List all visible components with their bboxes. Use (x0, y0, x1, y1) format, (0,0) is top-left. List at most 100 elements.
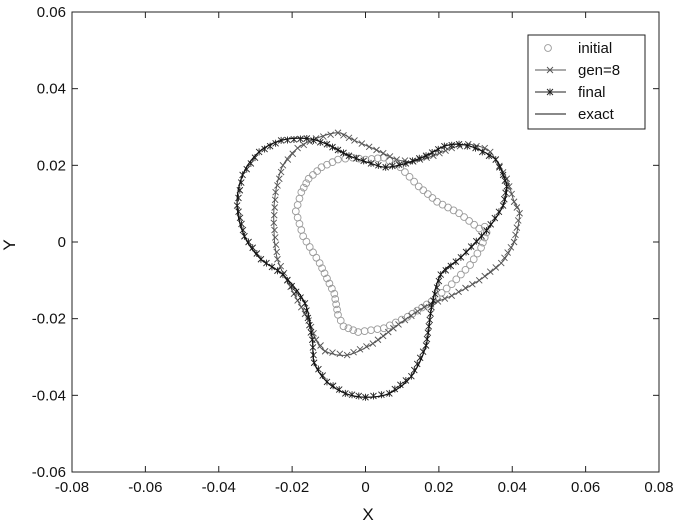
legend-entry: gen=8 (535, 62, 620, 79)
data-point (284, 136, 291, 144)
data-point (355, 392, 363, 400)
data-point (295, 219, 304, 228)
data-point (253, 250, 261, 257)
data-point (389, 162, 396, 170)
data-point (373, 325, 382, 334)
data-point (442, 266, 450, 274)
y-tick-label: -0.02 (32, 311, 66, 328)
y-axis: -0.06 -0.04 -0.02 0 0.02 0.04 0.06 (32, 4, 659, 481)
data-point (315, 259, 324, 267)
data-point (331, 295, 340, 303)
y-tick-label: -0.04 (32, 387, 66, 404)
data-point (447, 280, 456, 289)
data-point (339, 322, 348, 331)
y-tick-label: 0.04 (37, 81, 66, 98)
data-point (375, 161, 382, 169)
legend-label: gen=8 (578, 62, 620, 79)
data-point (317, 342, 324, 349)
legend-entry: initial (544, 40, 612, 57)
data-point (390, 324, 397, 332)
series-exact (236, 137, 508, 398)
data-point (374, 336, 382, 344)
data-point (414, 182, 423, 191)
data-point (442, 284, 451, 293)
data-point (341, 154, 350, 163)
data-point (334, 129, 342, 137)
data-point (289, 150, 297, 158)
data-point (351, 137, 358, 144)
data-point (423, 154, 430, 161)
data-point (356, 346, 364, 353)
data-point (343, 351, 351, 359)
data-point (436, 149, 443, 157)
series-line (236, 137, 508, 398)
x-tick-label: -0.08 (55, 479, 89, 496)
data-point (475, 277, 483, 284)
data-point (457, 270, 465, 279)
data-point (350, 348, 357, 356)
data-point (332, 300, 341, 309)
data-point (486, 268, 494, 276)
data-point (405, 172, 414, 181)
data-point (306, 321, 313, 329)
legend-label: final (578, 84, 606, 101)
data-point (344, 324, 353, 333)
data-point (336, 350, 344, 358)
data-point (309, 171, 317, 179)
data-point (414, 308, 422, 315)
series-initial (291, 153, 491, 336)
data-point (279, 162, 287, 169)
data-point (272, 241, 280, 249)
data-point (379, 324, 388, 333)
x-tick-label: 0 (361, 479, 369, 496)
data-point (235, 194, 242, 202)
x-tick-label: 0.06 (571, 479, 600, 496)
data-point (318, 264, 326, 273)
data-point (300, 141, 308, 149)
data-point (297, 226, 306, 234)
data-point (492, 264, 500, 271)
data-point (274, 182, 281, 189)
x-tick-label: 0.02 (424, 479, 453, 496)
data-point (270, 211, 278, 219)
x-axis-label: X (362, 505, 373, 524)
data-point (277, 262, 285, 270)
data-point (546, 88, 554, 96)
series-layer (233, 129, 523, 401)
data-point (349, 326, 358, 335)
data-point (479, 238, 487, 247)
data-point (345, 134, 353, 142)
data-point (437, 288, 446, 297)
data-point (291, 207, 300, 216)
legend-label: initial (578, 40, 612, 57)
data-point (317, 163, 326, 172)
data-point (475, 224, 484, 233)
data-point (497, 259, 505, 267)
y-tick-label: 0.06 (37, 4, 66, 21)
data-point (358, 140, 366, 147)
data-point (460, 213, 468, 221)
data-point (441, 295, 449, 302)
data-point (433, 197, 441, 206)
data-point (333, 305, 341, 314)
data-point (408, 312, 415, 320)
data-point (284, 156, 292, 163)
data-point (452, 275, 461, 284)
data-point (401, 168, 409, 176)
y-axis-label: Y (0, 239, 19, 250)
data-point (395, 321, 402, 328)
data-point (510, 238, 518, 246)
data-point (455, 288, 462, 296)
data-point (378, 391, 385, 399)
data-point (373, 154, 382, 163)
data-point (271, 226, 278, 234)
data-point (365, 143, 373, 151)
data-point (295, 194, 304, 203)
data-point (310, 136, 317, 144)
data-point (302, 179, 311, 188)
data-point (304, 174, 313, 183)
data-point (370, 392, 377, 400)
data-point (546, 66, 554, 74)
data-point (293, 213, 302, 222)
data-point (297, 135, 304, 143)
